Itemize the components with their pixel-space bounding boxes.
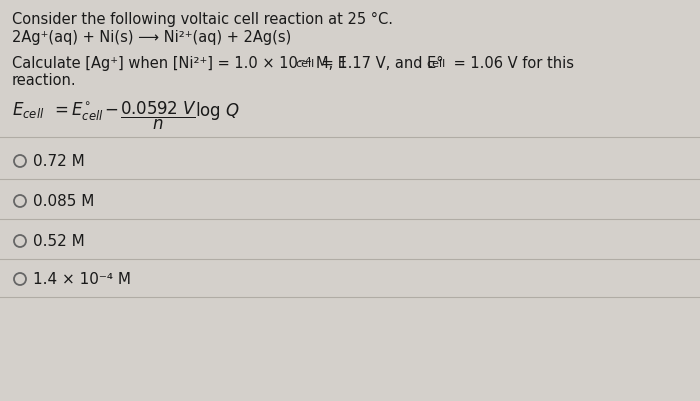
Text: $= \mathit{E}^{\circ}_{cell}$: $= \mathit{E}^{\circ}_{cell}$ (51, 100, 104, 122)
Text: 0.085 M: 0.085 M (33, 194, 94, 209)
Text: reaction.: reaction. (12, 73, 76, 88)
Text: 1.4 × 10⁻⁴ M: 1.4 × 10⁻⁴ M (33, 272, 131, 287)
Text: $\mathit{E}_{cell}$: $\mathit{E}_{cell}$ (12, 100, 45, 120)
Text: cell: cell (426, 59, 445, 69)
Text: Consider the following voltaic cell reaction at 25 °C.: Consider the following voltaic cell reac… (12, 12, 393, 27)
Text: 0.52 M: 0.52 M (33, 234, 85, 249)
Text: $-$: $-$ (104, 100, 118, 118)
Text: Calculate [Ag⁺] when [Ni²⁺] = 1.0 × 10⁻⁴ M, E: Calculate [Ag⁺] when [Ni²⁺] = 1.0 × 10⁻⁴… (12, 56, 347, 71)
Text: 0.72 M: 0.72 M (33, 154, 85, 169)
Text: $\dfrac{0.0592\ V}{n}$: $\dfrac{0.0592\ V}{n}$ (120, 100, 197, 132)
Text: = 1.06 V for this: = 1.06 V for this (449, 56, 574, 71)
Text: = 1.17 V, and E°: = 1.17 V, and E° (317, 56, 444, 71)
Text: 2Ag⁺(aq) + Ni(s) ⟶ Ni²⁺(aq) + 2Ag(s): 2Ag⁺(aq) + Ni(s) ⟶ Ni²⁺(aq) + 2Ag(s) (12, 30, 291, 45)
Text: $\mathrm{log}\ Q$: $\mathrm{log}\ Q$ (195, 100, 240, 122)
Text: cell: cell (295, 59, 314, 69)
